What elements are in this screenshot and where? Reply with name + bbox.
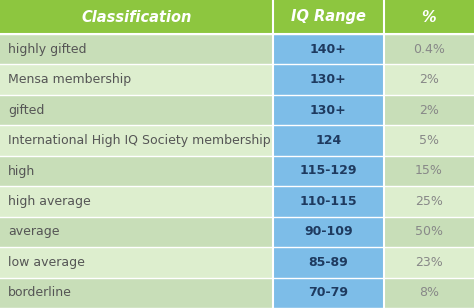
Bar <box>273 95 384 125</box>
Text: 130+: 130+ <box>310 73 346 86</box>
Text: 2%: 2% <box>419 73 439 86</box>
Text: 130+: 130+ <box>310 103 346 117</box>
Bar <box>273 247 384 278</box>
Bar <box>384 34 474 64</box>
Bar <box>273 186 384 217</box>
Text: borderline: borderline <box>8 286 72 299</box>
Bar <box>384 186 474 217</box>
Text: 5%: 5% <box>419 134 439 147</box>
Text: 140+: 140+ <box>310 43 346 56</box>
Text: gifted: gifted <box>8 103 45 117</box>
Bar <box>384 64 474 95</box>
Bar <box>273 278 384 308</box>
Text: 70-79: 70-79 <box>308 286 348 299</box>
Bar <box>273 156 384 186</box>
Bar <box>273 64 384 95</box>
Bar <box>273 125 384 156</box>
Bar <box>0 125 273 156</box>
Text: %: % <box>422 10 436 25</box>
Bar <box>0 186 273 217</box>
Text: 124: 124 <box>315 134 341 147</box>
Text: average: average <box>8 225 60 238</box>
Text: 115-129: 115-129 <box>300 164 357 177</box>
Text: high average: high average <box>8 195 91 208</box>
Bar <box>0 247 273 278</box>
Text: highly gifted: highly gifted <box>8 43 86 56</box>
Bar <box>384 0 474 34</box>
Bar <box>0 0 273 34</box>
Bar <box>384 217 474 247</box>
Bar <box>0 64 273 95</box>
Text: 110-115: 110-115 <box>300 195 357 208</box>
Text: 50%: 50% <box>415 225 443 238</box>
Bar <box>273 34 384 64</box>
Bar <box>0 156 273 186</box>
Text: 23%: 23% <box>415 256 443 269</box>
Text: International High IQ Society membership: International High IQ Society membership <box>8 134 271 147</box>
Bar <box>384 278 474 308</box>
Text: 85-89: 85-89 <box>309 256 348 269</box>
Text: 0.4%: 0.4% <box>413 43 445 56</box>
Bar <box>384 156 474 186</box>
Bar <box>273 217 384 247</box>
Bar <box>0 34 273 64</box>
Text: low average: low average <box>8 256 85 269</box>
Bar <box>384 125 474 156</box>
Text: IQ Range: IQ Range <box>291 10 365 25</box>
Text: high: high <box>8 164 35 177</box>
Text: 2%: 2% <box>419 103 439 117</box>
Text: 8%: 8% <box>419 286 439 299</box>
Text: 15%: 15% <box>415 164 443 177</box>
Bar <box>0 95 273 125</box>
Bar <box>273 0 384 34</box>
Text: Classification: Classification <box>81 10 191 25</box>
Bar <box>384 247 474 278</box>
Text: 25%: 25% <box>415 195 443 208</box>
Bar <box>0 278 273 308</box>
Bar <box>0 217 273 247</box>
Text: 90-109: 90-109 <box>304 225 353 238</box>
Bar <box>384 95 474 125</box>
Text: Mensa membership: Mensa membership <box>8 73 131 86</box>
